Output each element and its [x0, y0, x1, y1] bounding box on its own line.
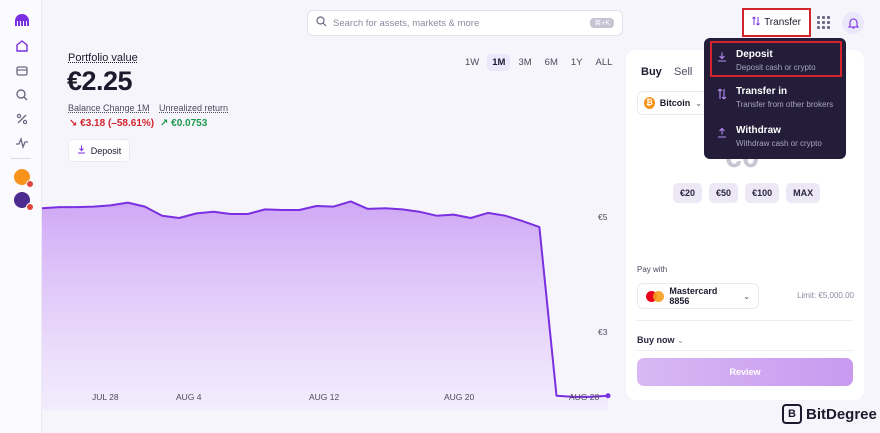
apps-grid-icon[interactable]: [815, 14, 831, 30]
quick-amount-chip[interactable]: MAX: [786, 183, 821, 203]
range-tab[interactable]: 1M: [487, 54, 511, 71]
menu-item-subtitle: Withdraw cash or crypto: [736, 139, 822, 148]
chevron-down-icon: ⌄: [695, 98, 702, 108]
tab-buy[interactable]: Buy: [641, 66, 662, 78]
chart-area: [42, 201, 608, 410]
menu-item-withdraw[interactable]: Withdraw Withdraw cash or crypto: [712, 119, 844, 155]
quick-amount-chip[interactable]: €20: [673, 183, 703, 203]
search-nav-icon[interactable]: [13, 86, 31, 104]
divider: [637, 320, 853, 321]
portfolio-chart: [42, 200, 611, 410]
menu-item-deposit[interactable]: Deposit Deposit cash or crypto: [710, 41, 842, 77]
menu-item-subtitle: Deposit cash or crypto: [736, 63, 816, 72]
order-type-selector[interactable]: Buy now ⌄: [637, 335, 684, 345]
asset-name: Bitcoin: [659, 98, 691, 108]
menu-item-transfer-in[interactable]: Transfer in Transfer from other brokers: [712, 80, 844, 116]
sidebar: [0, 0, 42, 433]
x-tick-label: AUG 12: [309, 392, 340, 402]
asset-selector[interactable]: ₿ Bitcoin ⌄: [637, 91, 709, 115]
chart-last-point[interactable]: [605, 393, 611, 399]
menu-item-title: Deposit: [736, 49, 773, 60]
transfer-arrows-icon: [716, 88, 728, 100]
download-icon: [716, 51, 728, 63]
pay-with-label: Pay with: [637, 265, 668, 274]
portfolio-value: €2.25: [67, 66, 133, 96]
quick-amounts: €20 €50 €100 MAX: [673, 183, 821, 203]
unrealized-return-label[interactable]: Unrealized return: [159, 103, 229, 113]
transfer-dropdown: Deposit Deposit cash or crypto Transfer …: [704, 38, 846, 159]
menu-item-title: Withdraw: [736, 125, 781, 136]
card-name: Mastercard 8856: [669, 286, 718, 306]
quick-amount-chip[interactable]: €50: [709, 183, 739, 203]
x-tick-label: AUG 20: [444, 392, 475, 402]
transfer-button[interactable]: Transfer: [742, 8, 811, 37]
mastercard-icon: [646, 290, 664, 302]
portfolio-value-label[interactable]: Portfolio value: [68, 52, 138, 64]
range-tab[interactable]: 3M: [518, 57, 532, 68]
y-tick-label: €3: [598, 327, 608, 337]
chevron-down-icon: ⌄: [677, 336, 684, 345]
upload-icon: [716, 127, 728, 139]
deposit-button[interactable]: Deposit: [68, 139, 130, 162]
activity-icon[interactable]: [13, 134, 31, 152]
bitdegree-watermark: B BitDegree: [782, 404, 877, 424]
notification-bell-icon[interactable]: [842, 12, 864, 34]
search-icon: [316, 14, 327, 32]
chart-series-line: [42, 200, 609, 398]
order-type-label: Buy now: [637, 335, 675, 345]
bitcoin-icon: ₿: [644, 97, 655, 109]
shortcut-badge: ⌘+K: [590, 18, 614, 28]
transfer-arrows-icon: [752, 16, 760, 29]
bitdegree-logo-icon: B: [782, 404, 802, 424]
payment-method-selector[interactable]: Mastercard 8856 ⌄: [637, 283, 759, 309]
deposit-label: Deposit: [90, 145, 122, 156]
sidebar-divider: [11, 158, 31, 159]
bitcoin-asset-icon[interactable]: [14, 169, 34, 188]
wallet-icon[interactable]: [13, 62, 31, 80]
home-icon[interactable]: [13, 37, 31, 55]
chevron-down-icon: ⌄: [743, 291, 750, 301]
divider: [637, 350, 853, 351]
range-tab[interactable]: 6M: [544, 57, 558, 68]
percent-icon[interactable]: [13, 110, 31, 128]
download-icon: [77, 145, 86, 156]
watermark-text: BitDegree: [806, 405, 877, 423]
x-tick-label: JUL 28: [92, 392, 119, 402]
transfer-label: Transfer: [764, 17, 801, 28]
review-button[interactable]: Review: [637, 358, 853, 386]
x-tick-label: AUG 28: [569, 392, 600, 402]
range-tab[interactable]: 1W: [465, 57, 480, 68]
search-placeholder[interactable]: Search for assets, markets & more: [333, 17, 480, 29]
quick-amount-chip[interactable]: €100: [745, 183, 780, 203]
kraken-logo-icon[interactable]: [13, 11, 31, 29]
balance-change-label[interactable]: Balance Change 1M: [68, 103, 150, 113]
range-tab[interactable]: 1Y: [570, 57, 583, 68]
unrealized-return-value: ↗ €0.0753: [160, 118, 208, 129]
range-tab[interactable]: ALL: [595, 57, 613, 68]
search-bar[interactable]: Search for assets, markets & more ⌘+K: [307, 10, 623, 36]
menu-item-subtitle: Transfer from other brokers: [736, 100, 834, 109]
y-tick-label: €5: [598, 212, 608, 222]
tab-sell[interactable]: Sell: [674, 66, 693, 78]
menu-item-title: Transfer in: [736, 86, 788, 97]
limit-text: Limit: €5,000.00: [797, 291, 854, 300]
x-tick-label: AUG 4: [176, 392, 202, 402]
balance-change-value: ↘ €3.18 (–58.61%): [69, 118, 155, 129]
time-range-tabs: 1W 1M 3M 6M 1Y ALL: [460, 54, 620, 71]
polkadot-asset-icon[interactable]: [14, 192, 34, 211]
